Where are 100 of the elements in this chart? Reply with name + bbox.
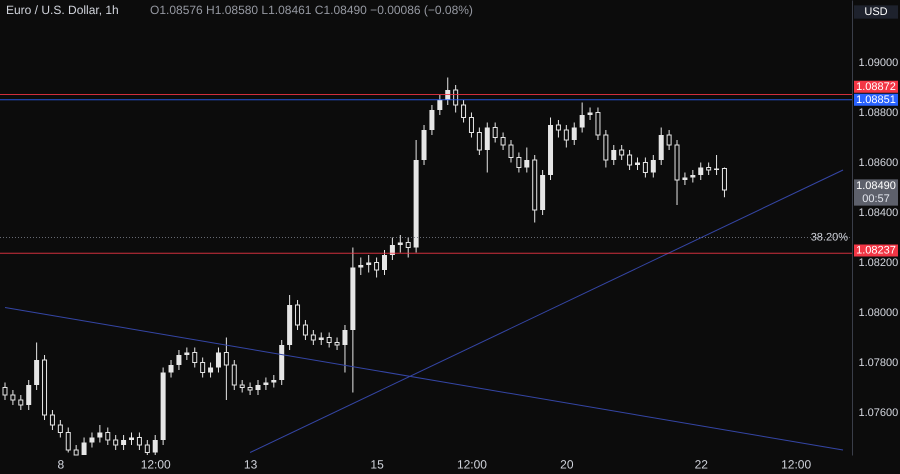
candlestick [429, 104, 434, 136]
candlestick [524, 147, 530, 173]
candlestick [168, 360, 174, 378]
candlestick [105, 427, 110, 446]
candlestick [310, 330, 316, 346]
candlestick [50, 410, 55, 430]
candlestick [642, 157, 648, 178]
candlestick [2, 382, 8, 400]
candlestick [572, 122, 577, 146]
x-tick-label: 15 [370, 458, 384, 472]
candlestick [184, 347, 190, 360]
candlestick [437, 94, 442, 116]
text: USD [864, 6, 888, 18]
y-tick-label: 1.08800 [858, 107, 898, 119]
candlestick [682, 172, 688, 186]
x-tick-label: 8 [58, 458, 64, 472]
candlestick [650, 154, 656, 178]
candlestick [516, 152, 522, 173]
candlestick [121, 434, 126, 450]
candlestick [232, 360, 237, 390]
candlestick [406, 237, 411, 258]
x-tick-label: 12:00 [456, 458, 488, 472]
x-tick-label: 12:00 [781, 458, 812, 472]
candlestick [326, 332, 332, 348]
candlestick [588, 107, 593, 120]
candlestick [619, 144, 624, 160]
candlestick [690, 170, 696, 183]
x-tick-label: 20 [560, 458, 574, 472]
candlestick [263, 377, 268, 390]
candlestick [722, 167, 727, 198]
y-tick-label: 1.08600 [858, 157, 898, 169]
candlestick [152, 434, 158, 456]
candlestick [208, 362, 214, 378]
chart-title: Euro / U.S. Dollar, 1h [6, 3, 119, 17]
candlestick [484, 122, 490, 173]
candlestick [26, 380, 32, 410]
candlestick [129, 432, 134, 446]
candlestick [18, 394, 24, 410]
text: 00:57 [862, 193, 890, 205]
ref-line-label: 1.08872 [856, 80, 896, 93]
candlestick [66, 427, 71, 453]
candlestick [136, 432, 142, 450]
candlestick [58, 420, 63, 438]
candlestick [698, 162, 704, 180]
y-tick-label: 1.08400 [858, 207, 898, 219]
candlestick [492, 122, 498, 143]
candlestick [192, 347, 198, 368]
candlestick [634, 157, 640, 170]
chart-subtitle: O1.08576 H1.08580 L1.08461 C1.08490 −0.00086 (−0.08%) [150, 3, 473, 17]
y-tick-label: 1.07800 [858, 357, 898, 369]
candlestick [500, 132, 506, 150]
candlestick [295, 300, 300, 330]
ref-line-label: 1.08237 [856, 244, 896, 256]
candlestick [556, 120, 561, 138]
candlestick [382, 250, 387, 276]
candlestick [390, 237, 395, 260]
y-tick-label: 1.07600 [858, 407, 898, 419]
candlestick [302, 320, 308, 340]
candlestick [564, 124, 569, 148]
candlestick [666, 130, 672, 150]
candlestick [461, 100, 466, 123]
candlestick [714, 154, 720, 176]
candlestick [334, 337, 340, 350]
candlestick [224, 337, 229, 400]
candlestick [255, 380, 260, 396]
candlestick [318, 332, 324, 346]
candlestick [113, 434, 118, 450]
candlestick [580, 102, 585, 133]
candlestick [271, 374, 276, 388]
y-tick-label: 1.09000 [858, 57, 898, 69]
candlestick [398, 234, 403, 253]
candlestick [358, 257, 364, 276]
candlestick [366, 254, 372, 273]
candlestick [144, 440, 150, 456]
candlestick [468, 112, 474, 138]
candlestick [342, 324, 348, 373]
candlestick [10, 390, 16, 406]
candlestick [74, 444, 79, 456]
x-tick-label: 12:00 [140, 458, 172, 472]
candlestick [248, 382, 253, 396]
annotation: 38.20% [810, 232, 848, 244]
candlestick [508, 140, 514, 163]
text: 1.08490 [856, 180, 896, 192]
candlestick [200, 357, 206, 378]
candlestick [216, 347, 221, 373]
candlestick [176, 350, 182, 370]
candlestick [97, 424, 102, 443]
candlestick [611, 144, 616, 166]
candlestick [240, 380, 245, 393]
x-tick-label: 13 [244, 458, 258, 472]
candlestick [595, 107, 600, 140]
candlestick [82, 437, 87, 456]
candlestick [627, 150, 632, 170]
candlestick [89, 432, 94, 448]
candlestick [476, 127, 482, 156]
y-tick-label: 1.08200 [858, 257, 898, 269]
y-tick-label: 1.08000 [858, 307, 898, 319]
candlestick [706, 162, 712, 176]
ref-line-label: 1.08851 [856, 94, 896, 106]
x-tick-label: 22 [694, 458, 708, 472]
